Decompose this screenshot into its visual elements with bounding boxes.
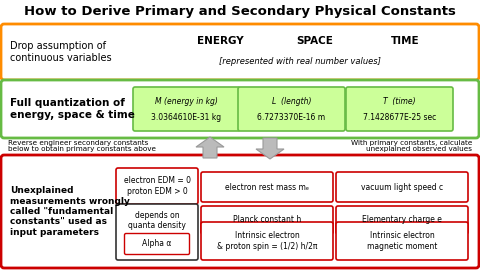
Text: electron EDM = 0
proton EDM > 0: electron EDM = 0 proton EDM > 0 [123, 176, 191, 196]
FancyBboxPatch shape [336, 222, 468, 260]
Text: Planck constant h: Planck constant h [233, 215, 301, 224]
Text: How to Derive Primary and Secondary Physical Constants: How to Derive Primary and Secondary Phys… [24, 5, 456, 19]
Text: TIME: TIME [391, 36, 420, 46]
Text: Elementary charge e: Elementary charge e [362, 215, 442, 224]
Text: Full quantization of
energy, space & time: Full quantization of energy, space & tim… [10, 98, 135, 120]
Polygon shape [256, 138, 284, 159]
Text: M (energy in kg): M (energy in kg) [155, 97, 218, 106]
Text: Drop assumption of
continuous variables: Drop assumption of continuous variables [10, 41, 112, 63]
Text: SPACE: SPACE [297, 36, 334, 46]
Text: electron rest mass mₑ: electron rest mass mₑ [225, 183, 309, 191]
FancyBboxPatch shape [201, 222, 333, 260]
FancyBboxPatch shape [1, 24, 479, 80]
Text: T  (time): T (time) [383, 97, 416, 106]
Text: 3.0364610E-31 kg: 3.0364610E-31 kg [151, 113, 222, 122]
Text: Intrinsic electron
& proton spin = (1/2) h/2π: Intrinsic electron & proton spin = (1/2)… [217, 231, 317, 251]
FancyBboxPatch shape [238, 87, 345, 131]
Text: With primary constants, calculate
unexplained observed values: With primary constants, calculate unexpl… [350, 140, 472, 153]
Text: vacuum light speed c: vacuum light speed c [361, 183, 443, 191]
Text: 6.7273370E-16 m: 6.7273370E-16 m [257, 113, 325, 122]
Text: Alpha α: Alpha α [142, 239, 172, 248]
FancyBboxPatch shape [346, 87, 453, 131]
Text: L  (length): L (length) [272, 97, 311, 106]
Text: Intrinsic electron
magnetic moment: Intrinsic electron magnetic moment [367, 231, 437, 251]
FancyBboxPatch shape [201, 206, 333, 234]
FancyBboxPatch shape [336, 172, 468, 202]
Text: 7.1428677E-25 sec: 7.1428677E-25 sec [363, 113, 436, 122]
Text: depends on
quanta density: depends on quanta density [128, 211, 186, 230]
Polygon shape [196, 137, 224, 158]
FancyBboxPatch shape [1, 80, 479, 138]
FancyBboxPatch shape [124, 234, 190, 255]
Text: Unexplained
measurements wrongly
called "fundamental
constants" used as
input pa: Unexplained measurements wrongly called … [10, 186, 130, 237]
Text: ENERGY: ENERGY [197, 36, 243, 46]
FancyBboxPatch shape [133, 87, 240, 131]
Text: Reverse engineer secondary constants
below to obtain primary constants above: Reverse engineer secondary constants bel… [8, 140, 156, 153]
FancyBboxPatch shape [336, 206, 468, 234]
FancyBboxPatch shape [201, 172, 333, 202]
FancyBboxPatch shape [116, 204, 198, 260]
FancyBboxPatch shape [1, 155, 479, 268]
FancyBboxPatch shape [116, 168, 198, 204]
Text: [represented with real number values]: [represented with real number values] [219, 58, 381, 66]
